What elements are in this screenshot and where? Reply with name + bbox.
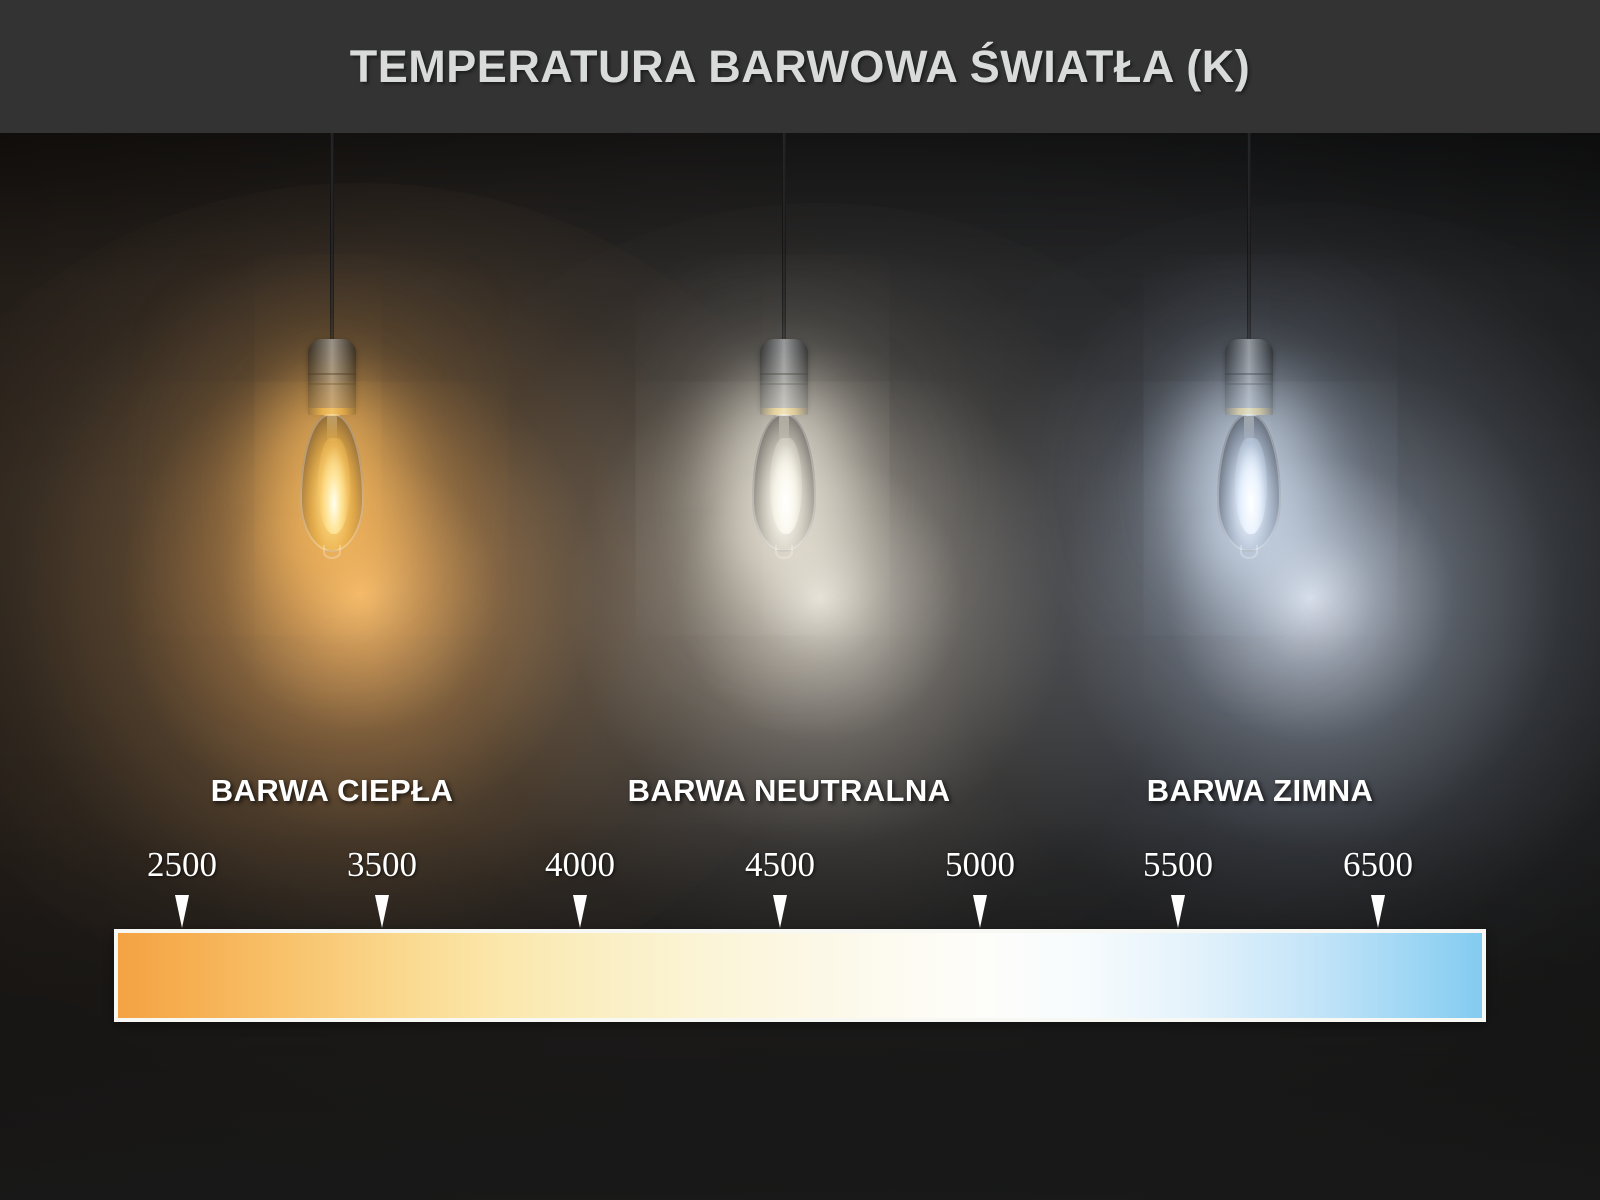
tick-label-2500: 2500 [147,845,217,884]
lamp-socket-icon [1225,339,1273,411]
header-bar: TEMPERATURA BARWOWA ŚWIATŁA (K) [0,0,1600,133]
glow-halo-warm [0,183,840,1003]
category-label-warm: BARWA CIEPŁA [210,773,454,808]
filament-icon [318,438,350,534]
category-label-cool: BARWA ZIMNA [1146,773,1374,808]
tick-marker-6500 [1371,895,1385,928]
tick-label-3500: 3500 [347,845,417,884]
lamp-socket-icon [760,339,808,411]
tick-marker-3500 [375,895,389,928]
lamp-cord-icon [330,133,334,345]
tick-marker-4000 [573,895,587,928]
lamp-scene: BARWA CIEPŁA BARWA NEUTRALNA BARWA ZIMNA… [0,133,1600,1200]
light-bulb-icon [1217,414,1281,559]
color-temperature-gradient-bar [114,929,1486,1022]
tick-marker-2500 [175,895,189,928]
tick-marker-5500 [1171,895,1185,928]
filament-icon [770,438,802,534]
lamp-cord-icon [782,133,786,345]
category-label-neutral: BARWA NEUTRALNA [627,773,951,808]
tick-label-5500: 5500 [1143,845,1213,884]
page-title: TEMPERATURA BARWOWA ŚWIATŁA (K) [349,41,1251,92]
tick-label-5000: 5000 [945,845,1015,884]
vignette-overlay [0,133,1600,1200]
glow-halo-neutral [370,203,1270,993]
tick-label-4000: 4000 [545,845,615,884]
lamp-cord-icon [1247,133,1251,345]
tick-label-6500: 6500 [1343,845,1413,884]
tick-label-4500: 4500 [745,845,815,884]
kelvin-scale: 2500 3500 4000 4500 5000 5500 6500 [0,133,1600,1200]
tick-marker-5000 [973,895,987,928]
lamp-socket-icon [308,339,356,411]
filament-icon [1235,438,1267,534]
light-bulb-icon [752,414,816,559]
tick-marker-4500 [773,895,787,928]
light-bulb-icon [300,414,364,559]
